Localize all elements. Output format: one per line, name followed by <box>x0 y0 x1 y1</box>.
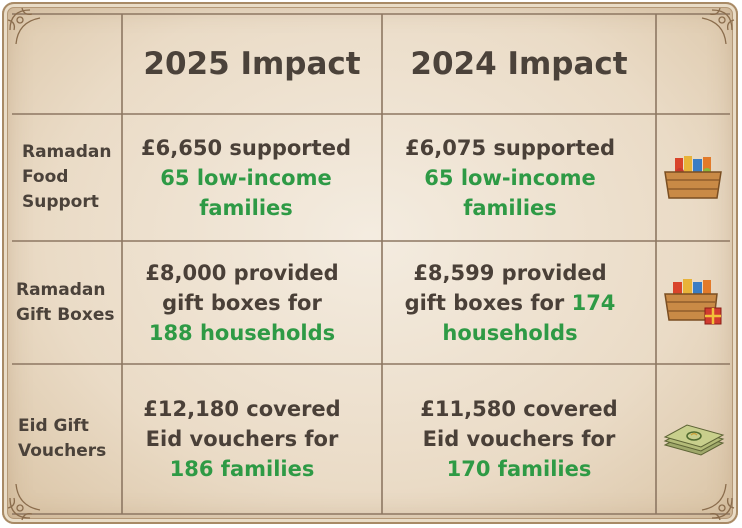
header-2025: 2025 Impact <box>143 46 361 82</box>
amount-text: £6,075 supported <box>405 135 615 160</box>
beneficiaries-text: 170 families <box>446 457 592 481</box>
description-text: Eid vouchers for <box>145 427 339 451</box>
amount-text: £8,599 provided <box>413 260 607 285</box>
beneficiaries-text: households <box>442 320 578 345</box>
cell-2025-food-support: £6,650 supported 65 low-income families <box>122 114 370 241</box>
amount-text: £6,650 supported <box>141 135 351 160</box>
row-label-line: Gift Boxes <box>16 304 115 325</box>
beneficiaries-text: 186 families <box>169 457 315 481</box>
cell-2025-gift-boxes: £8,000 provided gift boxes for 188 house… <box>122 241 362 364</box>
beneficiaries-text: 65 low-income families <box>160 165 332 220</box>
row-label-line: Ramadan <box>16 279 106 300</box>
row-label-line: Vouchers <box>18 441 107 461</box>
header-2024: 2024 Impact <box>410 46 628 82</box>
amount-text: £11,580 covered <box>420 397 618 421</box>
row-label-food-support: Ramadan Food Support <box>22 114 122 241</box>
row-label-line: Eid Gift <box>18 416 89 436</box>
voucher-stack-icon <box>656 364 730 514</box>
beneficiaries-text: 188 households <box>148 320 336 345</box>
description-text: gift boxes for <box>162 290 322 315</box>
beneficiaries-text: 65 low-income families <box>424 165 596 220</box>
row-label-line: Ramadan <box>22 142 112 162</box>
row-label-line: Food <box>22 167 69 187</box>
description-text: gift boxes for <box>404 290 565 315</box>
cell-2025-eid-vouchers: £12,180 covered Eid vouchers for 186 fam… <box>122 364 362 514</box>
row-label-gift-boxes: Ramadan Gift Boxes <box>16 241 122 364</box>
cell-2024-eid-vouchers: £11,580 covered Eid vouchers for 170 fam… <box>382 364 656 514</box>
description-text: Eid vouchers for <box>422 427 616 451</box>
corner-ornaments <box>7 7 735 521</box>
amount-text: £8,000 provided <box>145 260 339 285</box>
cell-2024-gift-boxes: £8,599 provided gift boxes for 174 house… <box>382 241 638 364</box>
gift-crate-icon <box>656 241 730 364</box>
amount-text: £12,180 covered <box>143 397 341 421</box>
beneficiaries-count: 174 <box>571 290 616 315</box>
food-crate-icon <box>656 114 730 241</box>
cell-2024-food-support: £6,075 supported 65 low-income families <box>382 114 638 241</box>
row-label-line: Support <box>22 192 99 212</box>
row-label-eid-vouchers: Eid Gift Vouchers <box>18 364 122 514</box>
